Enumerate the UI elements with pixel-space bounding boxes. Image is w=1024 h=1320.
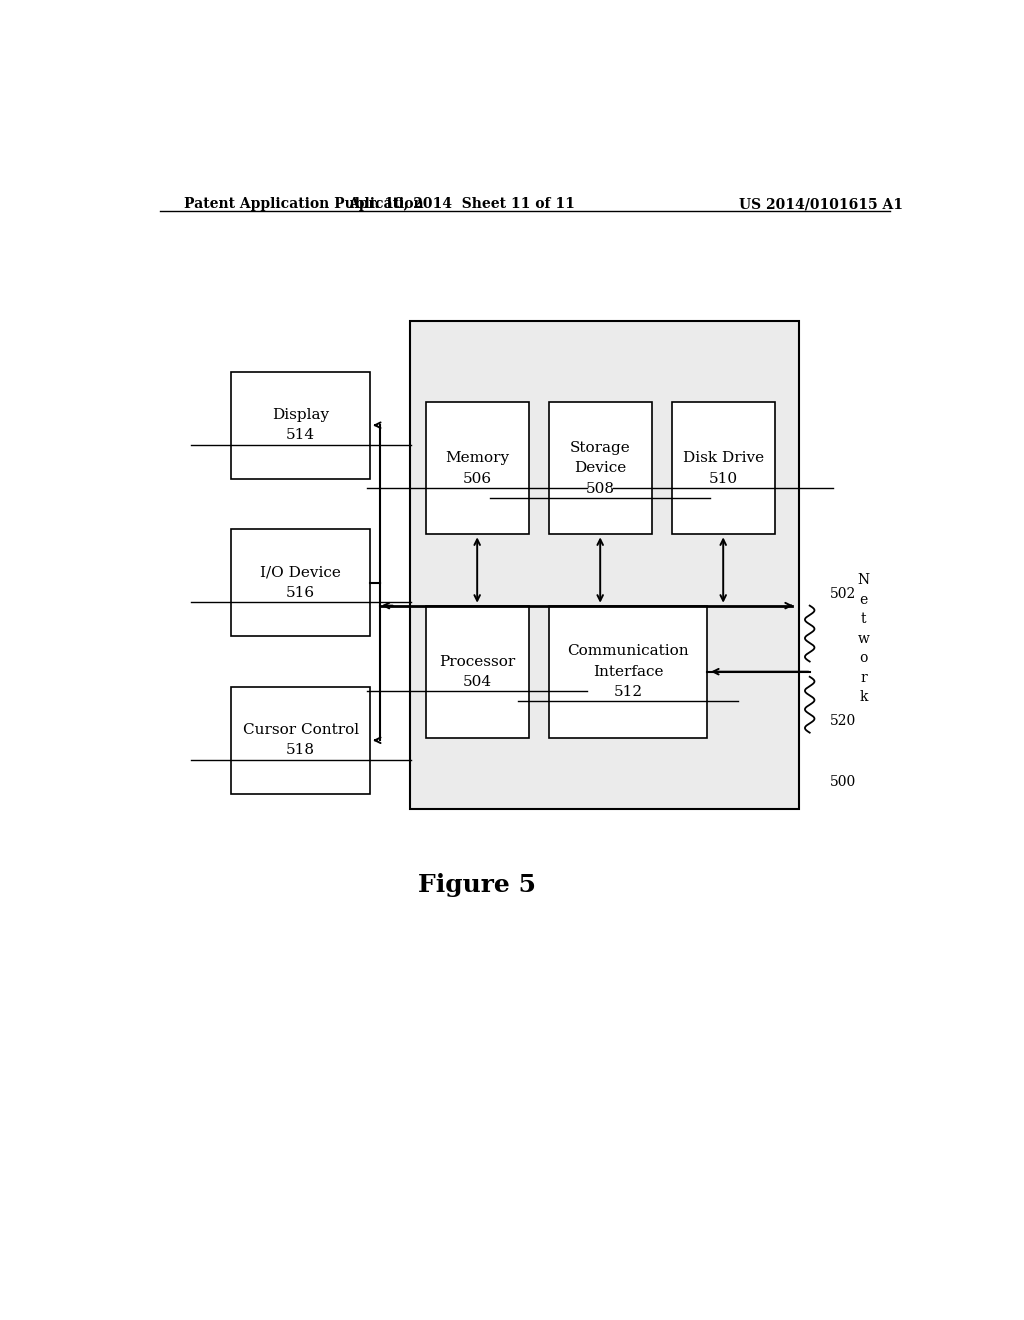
Text: Communication: Communication xyxy=(567,644,689,659)
Text: Interface: Interface xyxy=(593,665,664,678)
Bar xyxy=(231,372,370,479)
Text: 508: 508 xyxy=(586,482,614,496)
Bar xyxy=(426,403,528,535)
Text: Processor: Processor xyxy=(439,655,515,668)
Text: N
e
t
w
o
r
k: N e t w o r k xyxy=(858,573,869,704)
Text: 502: 502 xyxy=(829,586,856,601)
Text: 504: 504 xyxy=(463,675,492,689)
Bar xyxy=(231,686,370,793)
Text: Cursor Control: Cursor Control xyxy=(243,723,358,737)
Text: Display: Display xyxy=(272,408,329,422)
Text: Storage: Storage xyxy=(569,441,631,455)
Text: 514: 514 xyxy=(286,429,315,442)
Text: I/O Device: I/O Device xyxy=(260,565,341,579)
Text: Device: Device xyxy=(574,462,627,475)
Text: 506: 506 xyxy=(463,471,492,486)
Text: 516: 516 xyxy=(286,586,315,599)
Text: 518: 518 xyxy=(286,743,315,758)
Bar xyxy=(672,403,775,535)
Text: 512: 512 xyxy=(613,685,642,700)
Bar xyxy=(549,606,708,738)
Bar xyxy=(549,403,652,535)
Text: US 2014/0101615 A1: US 2014/0101615 A1 xyxy=(739,197,903,211)
Text: Patent Application Publication: Patent Application Publication xyxy=(183,197,423,211)
Text: Apr. 10, 2014  Sheet 11 of 11: Apr. 10, 2014 Sheet 11 of 11 xyxy=(348,197,574,211)
Text: 500: 500 xyxy=(829,775,856,788)
Text: 520: 520 xyxy=(829,714,856,727)
Bar xyxy=(410,321,799,809)
Text: 510: 510 xyxy=(709,471,737,486)
Text: Disk Drive: Disk Drive xyxy=(683,451,764,465)
Text: Figure 5: Figure 5 xyxy=(418,873,537,898)
Bar xyxy=(426,606,528,738)
Text: Memory: Memory xyxy=(445,451,509,465)
Bar xyxy=(231,529,370,636)
